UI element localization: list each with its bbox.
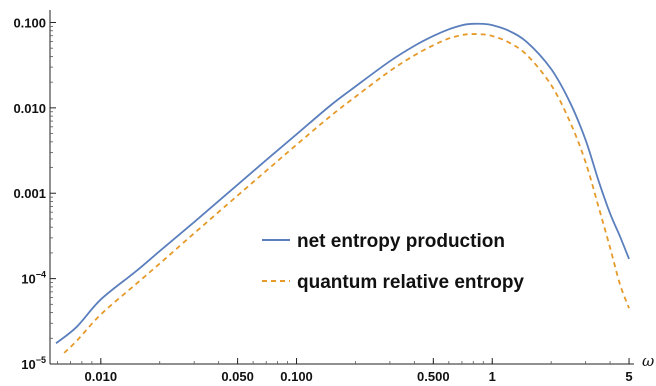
series-line-net-entropy-production (55, 22, 630, 344)
series-line-quantum-relative-entropy (63, 33, 630, 354)
y-tick-label: 0.010 (13, 101, 46, 116)
axes (49, 10, 634, 365)
series-layer (55, 22, 630, 354)
x-tick-label: 5 (625, 369, 632, 384)
x-tick-label: 1 (489, 369, 496, 384)
legend: net entropy production quantum relative … (262, 231, 524, 293)
tick-marks (50, 21, 630, 365)
x-tick-label: 0.050 (221, 369, 254, 384)
y-tick-label: 10−5 (21, 355, 46, 372)
x-tick-label: 0.500 (417, 369, 450, 384)
tick-labels: 10−5 10−4 0.001 0.010 0.100 0.010 0.050 0.100 0.… (13, 15, 632, 384)
y-tick-label: 0.100 (13, 15, 46, 30)
x-tick-label: 0.100 (280, 369, 313, 384)
legend-label-net-entropy-production: net entropy production (297, 231, 505, 252)
x-tick-label: 0.010 (85, 369, 118, 384)
y-tick-label: 0.001 (13, 186, 46, 201)
x-axis-label: ω (642, 352, 654, 370)
legend-label-quantum-relative-entropy: quantum relative entropy (297, 272, 524, 293)
y-tick-label: 10−4 (21, 270, 46, 287)
